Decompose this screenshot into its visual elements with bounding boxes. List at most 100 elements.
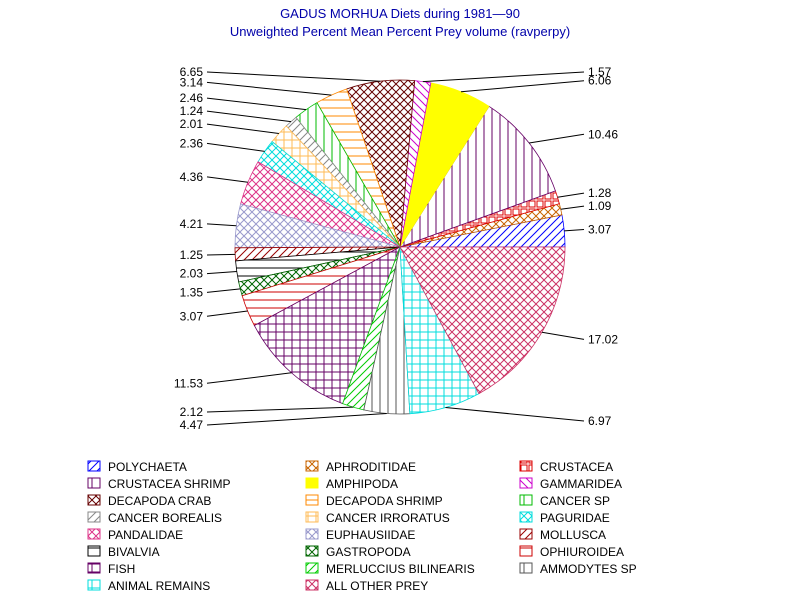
legend-label: AMMODYTES SP [540, 562, 637, 576]
leader-line [445, 407, 585, 422]
legend-item: APHRODITIDAE [305, 460, 416, 474]
data-label: 3.07 [588, 223, 612, 237]
legend-item: AMPHIPODA [305, 477, 398, 491]
legend-swatch [305, 460, 319, 472]
legend-item: MOLLUSCA [519, 528, 606, 542]
legend-swatch [519, 562, 533, 574]
data-label: 1.09 [588, 199, 612, 213]
legend-label: DECAPODA SHRIMP [326, 494, 443, 508]
legend-label: AMPHIPODA [326, 477, 398, 491]
legend-swatch [305, 494, 319, 506]
data-label: 6.06 [588, 74, 612, 88]
legend-swatch [87, 494, 101, 506]
legend-label: CRUSTACEA [540, 460, 613, 474]
legend-swatch [87, 528, 101, 540]
legend-swatch [305, 545, 319, 557]
legend-swatch [305, 562, 319, 574]
legend-swatch [87, 477, 101, 489]
leader-line [206, 288, 241, 293]
legend-item: BIVALVIA [87, 545, 160, 559]
legend-label: PAGURIDAE [540, 511, 610, 525]
legend-swatch [87, 579, 101, 591]
legend-swatch [519, 494, 533, 506]
legend-label: EUPHAUSIIDAE [326, 528, 415, 542]
legend-label: PANDALIDAE [108, 528, 183, 542]
leader-line [541, 331, 585, 340]
legend-label: APHRODITIDAE [326, 460, 416, 474]
legend-swatch [305, 579, 319, 591]
data-label: 4.36 [180, 170, 204, 184]
data-label: 4.47 [180, 418, 204, 432]
legend-item: GAMMARIDEA [519, 477, 622, 491]
data-label: 11.53 [174, 376, 203, 390]
legend-item: CANCER BOREALIS [87, 511, 222, 525]
leader-line [206, 406, 354, 413]
leader-line [560, 205, 585, 210]
legend-item: EUPHAUSIIDAE [305, 528, 415, 542]
leader-line [206, 81, 332, 96]
leader-line [206, 71, 381, 82]
leader-line [206, 253, 236, 256]
legend-item: PANDALIDAE [87, 528, 183, 542]
data-label: 1.28 [588, 186, 612, 200]
legend-label: MERLUCCIUS BILINEARIS [326, 562, 475, 576]
chart-subtitle: Unweighted Percent Mean Percent Prey vol… [230, 24, 570, 39]
legend-swatch [305, 477, 319, 489]
data-label: 10.46 [588, 127, 618, 141]
legend-swatch [519, 477, 533, 489]
legend-label: FISH [108, 562, 135, 576]
leader-line [206, 413, 387, 426]
leader-line [206, 176, 248, 183]
leader-line [206, 142, 265, 152]
legend-label: CANCER IRRORATUS [326, 511, 450, 525]
data-label: 1.24 [180, 104, 204, 118]
leader-line [564, 229, 585, 232]
legend-label: GAMMARIDEA [540, 477, 622, 491]
data-label: 2.46 [180, 91, 204, 105]
legend-item: CANCER IRRORATUS [305, 511, 450, 525]
legend-label: CRUSTACEA SHRIMP [108, 477, 230, 491]
legend-item: ANIMAL REMAINS [87, 579, 210, 593]
data-label: 2.03 [180, 267, 204, 281]
legend-item: OPHIUROIDEA [519, 545, 624, 559]
data-label: 17.02 [588, 332, 618, 346]
pie-slice [253, 246, 401, 405]
leader-line [206, 110, 292, 123]
legend-swatch [87, 562, 101, 574]
legend-swatch [87, 460, 101, 472]
legend-label: DECAPODA CRAB [108, 494, 211, 508]
data-label: 1.35 [180, 285, 204, 299]
leader-line [206, 271, 237, 275]
legend-swatch [87, 545, 101, 557]
chart-legend: POLYCHAETA APHRODITIDAE CRUSTACEA CRUSTACEA… [87, 460, 637, 593]
legend-item: FISH [87, 562, 135, 576]
data-label: 6.97 [588, 414, 612, 428]
pie-label-leaders: 3.071.091.2810.466.061.576.653.142.461.2… [174, 65, 618, 432]
legend-swatch [519, 528, 533, 540]
legend-swatch [519, 545, 533, 557]
legend-item: DECAPODA CRAB [87, 494, 211, 508]
pie-slices [234, 79, 566, 415]
legend-label: OPHIUROIDEA [540, 545, 624, 559]
legend-label: POLYCHAETA [108, 460, 187, 474]
legend-item: ALL OTHER PREY [305, 579, 428, 593]
data-label: 2.12 [180, 405, 204, 419]
legend-item: AMMODYTES SP [519, 562, 637, 576]
legend-item: DECAPODA SHRIMP [305, 494, 443, 508]
legend-swatch [305, 528, 319, 540]
data-label: 2.01 [180, 117, 204, 131]
legend-swatch [87, 511, 101, 523]
leader-line [206, 223, 237, 227]
pie-slice [399, 105, 556, 248]
chart-title: GADUS MORHUA Diets during 1981—90 [280, 6, 520, 21]
leader-line [206, 310, 248, 317]
legend-item: CRUSTACEA [519, 460, 613, 474]
legend-swatch [519, 511, 533, 523]
leader-line [422, 71, 585, 83]
leader-line [206, 123, 279, 134]
legend-swatch [519, 460, 533, 472]
legend-item: GASTROPODA [305, 545, 411, 559]
legend-label: CANCER SP [540, 494, 610, 508]
leader-line [557, 192, 585, 198]
